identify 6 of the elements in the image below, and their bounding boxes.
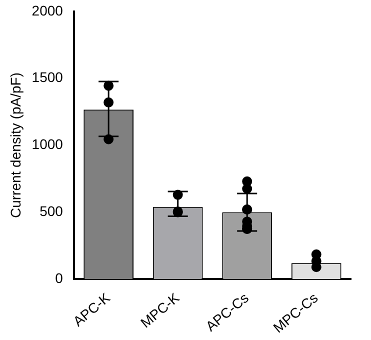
y-tick-label: 2000 xyxy=(32,2,64,18)
y-tick-label: 500 xyxy=(40,203,64,220)
y-tick-label: 0 xyxy=(55,270,64,286)
y-tick-label: 1000 xyxy=(32,136,64,152)
y-axis-title: Current density (pA/pF) xyxy=(7,72,24,218)
y-tick-label: 1500 xyxy=(32,69,64,86)
